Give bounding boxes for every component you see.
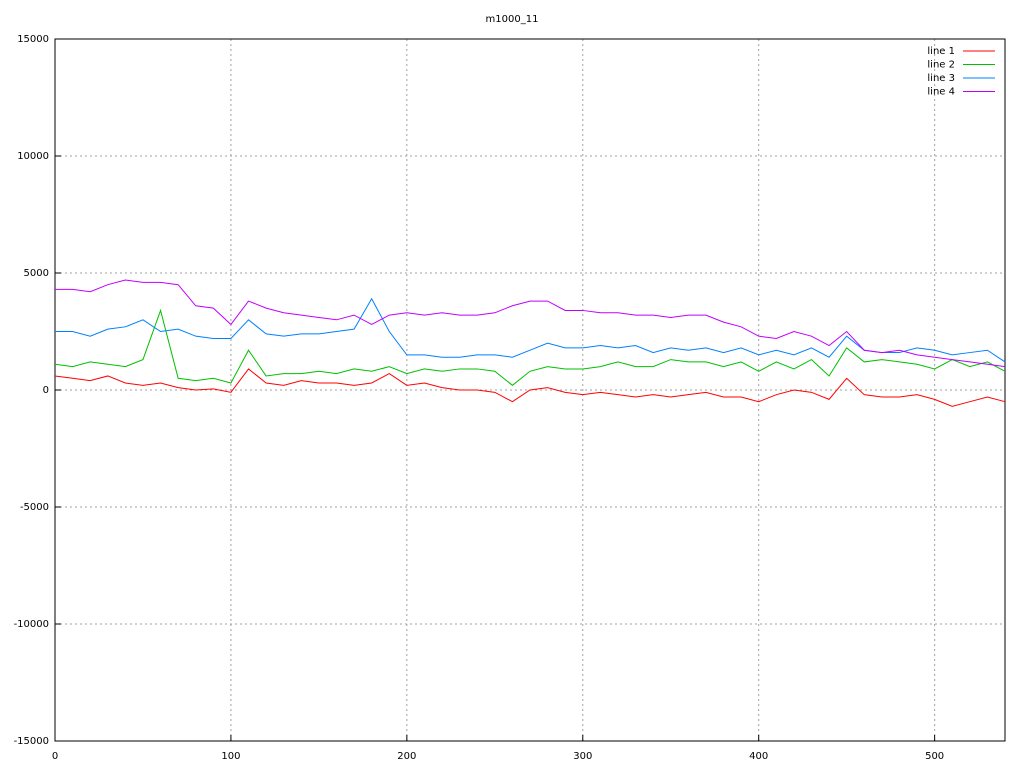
- x-tick-label: 300: [573, 751, 592, 762]
- x-tick-label: 200: [397, 751, 416, 762]
- legend-label: line 4: [927, 87, 955, 98]
- y-tick-label: -5000: [20, 502, 49, 513]
- y-tick-label: 10000: [17, 151, 49, 162]
- y-tick-label: 5000: [24, 268, 49, 279]
- x-tick-label: 400: [749, 751, 768, 762]
- y-tick-label: -15000: [14, 736, 49, 747]
- x-tick-label: 500: [925, 751, 944, 762]
- x-tick-label: 0: [52, 751, 58, 762]
- legend-label: line 3: [927, 73, 955, 84]
- y-tick-label: -10000: [14, 619, 49, 630]
- y-tick-label: 15000: [17, 34, 49, 45]
- data-line: [54, 308, 1006, 386]
- data-line: [54, 368, 1006, 407]
- data-line: [55, 279, 1006, 368]
- y-tick-label: 0: [43, 385, 49, 396]
- legend-label: line 2: [927, 60, 955, 71]
- x-tick-label: 100: [221, 751, 240, 762]
- plot-border: [54, 38, 1006, 742]
- legend-label: line 1: [927, 46, 955, 57]
- chart-title: m1000_11: [486, 14, 539, 25]
- data-line: [55, 297, 1006, 363]
